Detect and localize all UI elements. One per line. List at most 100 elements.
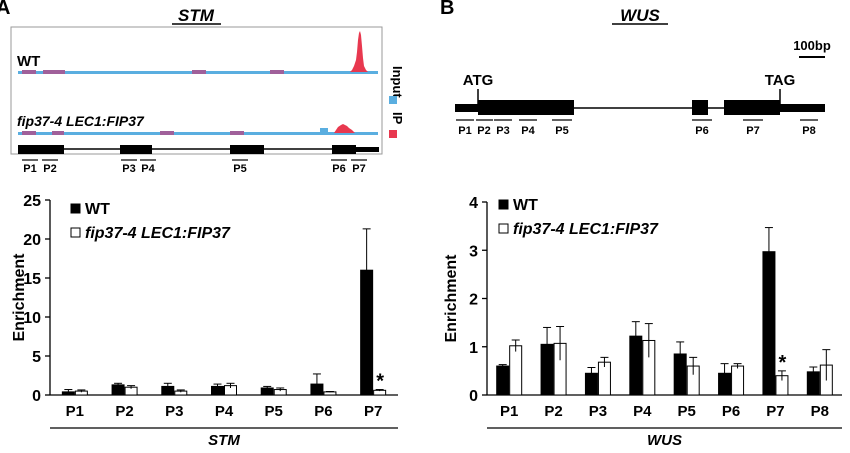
bar [310,383,324,396]
legend-label: fip37-4 LEC1:FIP37 [513,221,659,238]
y-tick-label: 25 [23,193,41,210]
stm-track-frame [10,26,383,155]
primer-label: P6 [332,163,345,175]
ip-mark [22,70,36,74]
ip-mark [270,70,284,74]
panel-label-b: B [440,0,454,19]
bar [496,365,510,396]
y-tick-label: 15 [23,271,41,288]
y-tick-label: 2 [469,292,478,309]
wus-utr [455,104,478,112]
bar [584,372,598,396]
primer-label: P3 [122,163,135,175]
bar [161,385,175,396]
bar [806,371,820,396]
wus-tag-label: TAG [765,72,796,89]
bar [509,345,523,396]
y-tick-label: 0 [32,388,41,405]
bar [629,335,643,396]
legend-swatch [498,223,509,234]
legend-label: WT [513,197,538,214]
primer-label: P6 [695,125,708,137]
stm-mutant-ip-marks [22,128,328,135]
stm-mutant-label: fip37-4 LEC1:FIP37 [17,113,145,129]
x-axis-label: STM [208,432,240,449]
bar [597,361,611,396]
primer-label: P7 [352,163,365,175]
stm-enrichment-chart: 0 5 10 15 20 25 Enrichment P1 P2 P3 P4 P5 P6 P7 * STM WT… [11,193,398,449]
wus-atg-label: ATG [463,72,494,89]
primer-label: P3 [496,125,509,137]
bar [762,251,776,396]
wus-primers: P1 P2 P3 P4 P5 P6 P7 P8 [456,119,818,137]
stm-track-panel: STM WT fip37-4 LEC1:FIP37 Input IP [10,6,405,175]
ip-mark [52,131,64,135]
x-axis-label: WUS [647,432,682,449]
x-tick-label: P2 [115,403,133,420]
bar [111,384,125,396]
ip-mark [43,70,65,74]
legend-input-swatch [389,96,397,104]
x-tick-label: P1 [66,403,84,420]
legend-label: fip37-4 LEC1:FIP37 [85,225,231,242]
x-tick-label: P6 [722,403,740,420]
wus-title: WUS [620,6,660,25]
bar [61,391,75,396]
legend-label: WT [85,201,110,218]
y-axis-label: Enrichment [11,253,28,342]
x-tick-label: P4 [633,403,652,420]
x-tick-label: P3 [165,403,183,420]
stm-wt-ip-peak [350,31,368,72]
y-tick-label: 20 [23,232,41,249]
bar [540,343,554,396]
wus-exon [692,100,708,115]
y-tick-label: 5 [32,349,41,366]
y-tick-label: 3 [469,243,478,260]
panel-label-a: A [0,0,10,19]
x-tick-label: P3 [589,403,607,420]
stm-exon [18,145,64,154]
primer-label: P8 [802,125,815,137]
primer-label: P2 [43,163,56,175]
stm-exon [230,145,264,154]
primer-label: P1 [458,125,471,137]
bar [718,372,732,396]
x-tick-label: P5 [678,403,696,420]
bar [323,391,337,396]
ip-mark [230,131,244,135]
stm-exon [120,145,152,154]
legend-swatch [70,227,81,238]
ip-mark [192,70,206,74]
stm-title: STM [178,6,215,25]
bar [360,269,374,396]
y-tick-label: 0 [469,388,478,405]
x-tick-label: P4 [215,403,234,420]
bar [673,353,687,396]
primer-label: P1 [23,163,36,175]
wus-exon [724,100,780,115]
x-tick-label: P1 [500,403,518,420]
ip-mark [22,131,36,135]
bar [260,387,274,396]
bar [731,365,745,396]
x-tick-label: P2 [544,403,562,420]
wus-gene-panel: WUS 100bp ATG TAG P1 P2 P3 P4 P5 P6 P7 [455,6,831,137]
bar [211,385,224,396]
stm-mutant-ip-peak [334,124,355,133]
wus-scale-label: 100bp [793,38,831,53]
wus-enrichment-chart: 0 1 2 3 4 Enrichment P1 P2 P3 P4 P5 P6 P7 P8 * WUS WT fip… [443,195,842,449]
primer-label: P4 [141,163,155,175]
wus-utr [780,104,825,112]
legend-ip-swatch [389,130,397,138]
legend-swatch [498,199,509,210]
stm-primers: P1 P2 P3 P4 P5 P6 P7 [22,159,367,175]
stm-wt-ip-marks [22,70,284,74]
stm-utr [356,147,379,152]
stm-exon [332,145,356,154]
input-mark [320,128,328,133]
x-tick-label: P8 [811,403,829,420]
y-tick-label: 1 [469,340,478,357]
legend-input-label: Input [390,66,405,98]
legend-swatch [70,203,81,214]
